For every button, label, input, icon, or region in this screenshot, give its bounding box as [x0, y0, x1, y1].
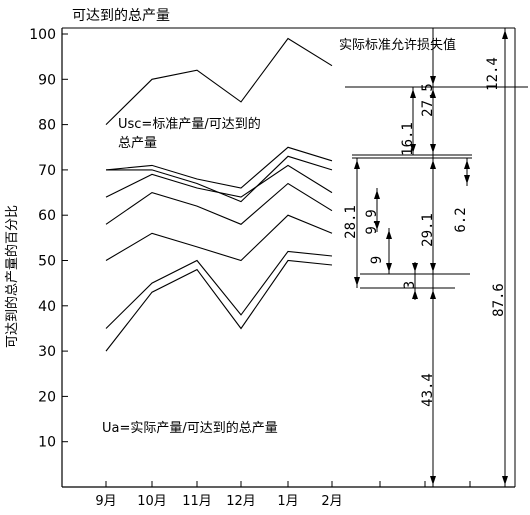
y-tick-label: 20: [38, 389, 56, 405]
dimension-label: 28.1: [343, 205, 359, 239]
series-line-7: [105, 250, 333, 329]
y-tick-label: 10: [38, 435, 56, 451]
x-tick-label: 2月: [321, 494, 342, 509]
dimension-arrow: [430, 144, 436, 153]
y-tick-label: 30: [38, 344, 56, 360]
y-tick-label: 50: [38, 254, 56, 270]
series-line-8: [105, 259, 333, 352]
annotation-loss: 实际标准允许损失值: [339, 37, 456, 53]
x-tick-label: 9月: [95, 494, 116, 509]
dimension-arrow: [354, 277, 360, 286]
dimension-arrow: [430, 89, 436, 98]
y-tick-label: 40: [38, 299, 56, 315]
dimension-arrow: [430, 160, 436, 169]
series-line-1: [105, 37, 333, 125]
series-line-4: [105, 164, 333, 198]
dimension-label: 6.2: [453, 207, 469, 232]
dimension-arrow: [502, 30, 508, 39]
x-tick-label: 10月: [137, 494, 167, 509]
y-tick-label: 70: [38, 163, 56, 179]
series-line-2: [105, 146, 333, 189]
chart-title: 可达到的总产量: [72, 8, 170, 24]
annotation-standard-yield: Usc=标准产量/可达到的 总产量: [118, 116, 265, 151]
series-line-3: [106, 155, 333, 203]
dimension-arrow: [374, 190, 380, 199]
dimension-label: 29.1: [420, 213, 436, 247]
series-line-5: [105, 182, 333, 225]
dimension-label: 43.4: [420, 373, 436, 407]
dimension-arrow: [412, 263, 418, 272]
dimension-arrow: [374, 221, 380, 230]
x-tick-label: 1月: [277, 494, 298, 509]
series-line-6: [105, 214, 333, 262]
dimension-arrow: [386, 230, 392, 239]
dimension-arrow: [386, 263, 392, 272]
annotation-standard-yield-line1: Usc=标准产量/可达到的: [118, 116, 261, 132]
dimension-label: 16.1: [400, 122, 416, 156]
y-tick-label: 80: [38, 118, 56, 134]
x-tick-label: 11月: [182, 494, 212, 509]
dimension-arrow: [430, 76, 436, 85]
dimension-arrow: [464, 175, 470, 184]
annotation-actual-yield: Ua=实际产量/可达到的总产量: [102, 420, 278, 436]
x-tick-label: 12月: [226, 494, 256, 509]
dimension-arrow: [430, 476, 436, 485]
y-axis-label: 可达到的总产量的百分比: [4, 205, 20, 348]
dimension-label: 9: [369, 256, 385, 264]
dimension-arrow: [410, 144, 416, 153]
dimension-arrow: [354, 160, 360, 169]
y-tick-label: 90: [38, 72, 56, 88]
dimension-label: 9.9: [364, 209, 380, 234]
dimension-arrow: [410, 89, 416, 98]
dimension-label: 12.4: [485, 57, 501, 91]
dimension-arrow: [430, 263, 436, 272]
annotation-standard-yield-line2: 总产量: [118, 136, 157, 151]
dimension-label: 87.6: [491, 283, 507, 317]
dimension-arrow: [502, 476, 508, 485]
dimension-arrow: [430, 290, 436, 299]
y-tick-label: 100: [29, 27, 56, 43]
dimension-label: 27.5: [420, 83, 436, 117]
y-axis-title: 可达到的总产量的百分比: [4, 205, 20, 348]
dimension-arrow: [412, 290, 418, 299]
dimension-arrow: [464, 160, 470, 169]
dimension-label: 3: [402, 281, 418, 289]
y-tick-label: 60: [38, 208, 56, 224]
